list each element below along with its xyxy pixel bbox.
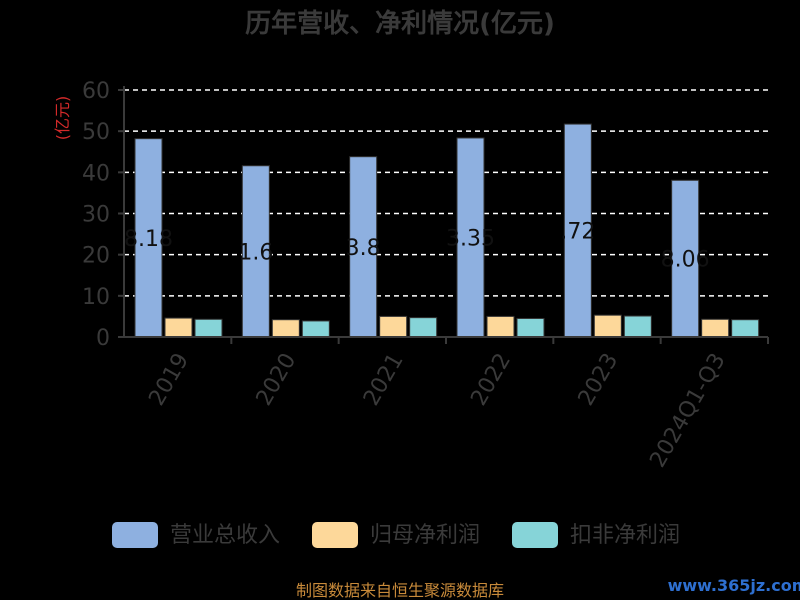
x-axis: 2019 2020 2021 2022 2023 2024Q1-Q3: [124, 336, 769, 472]
data-label: .72: [560, 220, 595, 245]
bar-归母净利润-2020: [271, 319, 300, 338]
bar-营业总收入-2019: [134, 138, 163, 338]
legend-swatch: [512, 522, 558, 548]
bar-营业总收入-2024Q1-Q3: [671, 179, 700, 338]
data-label: 3.35: [446, 226, 495, 251]
data-label: 8.18: [124, 227, 173, 252]
legend-swatch: [312, 522, 358, 548]
bar-扣非净利润-2019: [194, 318, 223, 338]
bar-营业总收入-2021: [349, 156, 378, 338]
watermark: www.365jz.com: [668, 576, 800, 595]
y-axis-label: (亿元): [53, 96, 72, 141]
y-tick-label: 0: [96, 326, 110, 351]
y-tick-label: 30: [82, 203, 110, 228]
bar-营业总收入-2023: [563, 123, 592, 338]
bar-归母净利润-2024Q1-Q3: [701, 318, 730, 338]
x-tick-label: 2024Q1-Q3: [645, 349, 730, 472]
bar-扣非净利润-2023: [623, 315, 652, 338]
bars: 8.18 1.6 3.8 3.35 .72 8.06: [124, 123, 760, 338]
bar-归母净利润-2021: [379, 315, 408, 338]
data-label: 1.6: [238, 240, 273, 265]
bar-扣非净利润-2024Q1-Q3: [731, 319, 760, 338]
legend-swatch: [112, 522, 158, 548]
x-tick-label: 2020: [252, 349, 302, 410]
legend: 营业总收入 归母净利润 扣非净利润: [112, 522, 680, 548]
legend-label: 归母净利润: [370, 523, 480, 548]
y-axis: 0 10 20 30 40 50 60: [82, 79, 125, 351]
x-tick-label: 2021: [359, 349, 409, 410]
x-tick-label: 2022: [466, 349, 516, 410]
chart-title: 历年营收、净利情况(亿元): [245, 8, 555, 39]
y-tick-label: 40: [82, 161, 110, 186]
y-tick-label: 10: [82, 285, 110, 310]
bar-扣非净利润-2022: [516, 317, 545, 338]
x-tick-label: 2023: [574, 349, 624, 410]
x-tick-label: 2019: [144, 349, 194, 410]
y-tick-label: 50: [82, 120, 110, 145]
data-label: 3.8: [346, 236, 381, 261]
legend-label: 扣非净利润: [570, 523, 680, 548]
bar-扣非净利润-2020: [301, 320, 330, 338]
data-label: 8.06: [661, 248, 710, 273]
source-note: 制图数据来自恒生聚源数据库: [296, 581, 504, 600]
bar-归母净利润-2023: [593, 314, 622, 338]
y-tick-label: 60: [82, 79, 110, 104]
bar-营业总收入-2022: [456, 137, 485, 338]
bar-归母净利润-2022: [486, 315, 515, 338]
bar-扣非净利润-2021: [409, 317, 438, 338]
legend-label: 营业总收入: [170, 523, 280, 548]
bar-归母净利润-2019: [164, 317, 193, 338]
y-tick-label: 20: [82, 244, 110, 269]
